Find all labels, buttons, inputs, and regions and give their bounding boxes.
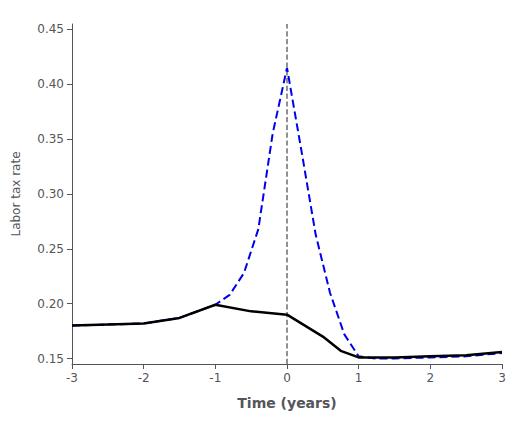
svg-text:Labor tax rate: Labor tax rate [9, 151, 23, 236]
svg-text:-3: -3 [66, 371, 78, 385]
svg-text:0.15: 0.15 [37, 352, 64, 366]
svg-text:0.40: 0.40 [37, 77, 64, 91]
svg-text:-1: -1 [209, 371, 221, 385]
svg-text:0: 0 [283, 371, 291, 385]
svg-text:1: 1 [355, 371, 363, 385]
svg-text:0.35: 0.35 [37, 132, 64, 146]
svg-text:0.25: 0.25 [37, 242, 64, 256]
svg-text:0.30: 0.30 [37, 187, 64, 201]
svg-text:-2: -2 [138, 371, 150, 385]
svg-text:3: 3 [498, 371, 506, 385]
svg-text:2: 2 [427, 371, 435, 385]
svg-text:0.45: 0.45 [37, 22, 64, 36]
svg-text:0.20: 0.20 [37, 297, 64, 311]
svg-text:Time (years): Time (years) [237, 395, 336, 411]
